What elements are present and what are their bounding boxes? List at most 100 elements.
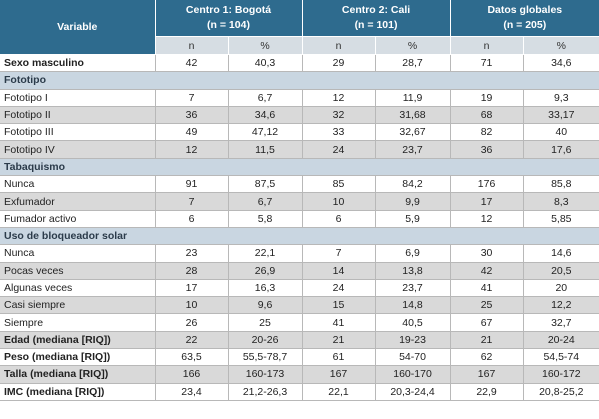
cell: 20 xyxy=(522,279,599,298)
cell: 85 xyxy=(301,175,376,194)
cell: 6 xyxy=(154,210,228,228)
section-row: Tabaquismo xyxy=(0,158,599,177)
cell: 6,7 xyxy=(227,89,303,107)
cell: 14 xyxy=(301,262,376,280)
group-title: Centro 1: Bogotá xyxy=(185,4,272,16)
table-row: Nunca 23 22,1 7 6,9 30 14,6 xyxy=(0,244,599,263)
row-label: Fototipo I xyxy=(0,89,155,107)
cell: 63,5 xyxy=(154,348,228,367)
cell: 42 xyxy=(449,262,524,280)
table-row: Pocas veces 28 26,9 14 13,8 42 20,5 xyxy=(0,262,599,280)
cell: 28,7 xyxy=(374,54,451,73)
cell: 28 xyxy=(154,262,228,280)
cell: 36 xyxy=(449,140,524,159)
cell: 32,7 xyxy=(522,313,599,332)
cell: 33,17 xyxy=(522,106,599,125)
cell: 13,8 xyxy=(374,262,451,280)
column-header: % xyxy=(227,36,303,55)
cell: 9,9 xyxy=(374,192,451,211)
cell: 24 xyxy=(301,140,376,159)
cell: 67 xyxy=(449,313,524,332)
cell: 23 xyxy=(154,244,228,263)
section-label: Tabaquismo xyxy=(0,158,599,177)
column-header: % xyxy=(522,36,599,55)
cell: 6 xyxy=(301,210,376,228)
group-header: Datos globales (n = 205) xyxy=(449,0,599,37)
cell: 20,3-24,4 xyxy=(374,383,451,401)
cell: 62 xyxy=(449,348,524,367)
cell: 91 xyxy=(154,175,228,194)
row-label: Siempre xyxy=(0,313,155,332)
cell: 7 xyxy=(154,192,228,211)
cell: 20,8-25,2 xyxy=(522,383,599,401)
group-title: Centro 2: Cali xyxy=(341,4,411,16)
cell: 29 xyxy=(301,54,376,73)
row-label: Nunca xyxy=(0,244,155,263)
cell: 167 xyxy=(301,365,376,384)
section-label: Fototipo xyxy=(0,71,599,90)
cell: 41 xyxy=(449,279,524,298)
cell: 5,9 xyxy=(374,210,451,228)
cell: 23,7 xyxy=(374,140,451,159)
cell: 40 xyxy=(522,123,599,142)
table-row: IMC (mediana [RIQ]) 23,4 21,2-26,3 22,1 20,3… xyxy=(0,383,599,401)
cell: 7 xyxy=(154,89,228,107)
cell: 54-70 xyxy=(374,348,451,367)
variable-header: Variable xyxy=(0,0,155,55)
cell: 20,5 xyxy=(522,262,599,280)
column-header: % xyxy=(374,36,451,55)
group-header: Centro 1: Bogotá (n = 104) xyxy=(154,0,303,37)
row-label: Fumador activo xyxy=(0,210,155,228)
cell: 176 xyxy=(449,175,524,194)
cell: 23,7 xyxy=(374,279,451,298)
cell: 7 xyxy=(301,244,376,263)
cell: 5,85 xyxy=(522,210,599,228)
cell: 31,68 xyxy=(374,106,451,125)
cell: 15 xyxy=(301,296,376,315)
row-label: Edad (mediana [RIQ]) xyxy=(0,331,155,350)
row-label: Pocas veces xyxy=(0,262,155,280)
table-row: Edad (mediana [RIQ]) 22 20-26 21 19-23 21 20-2… xyxy=(0,331,599,350)
row-label: Talla (mediana [RIQ]) xyxy=(0,365,155,384)
table-row: Fumador activo 6 5,8 6 5,9 12 5,85 xyxy=(0,210,599,228)
header-row: Variable Centro 1: Bogotá (n = 104) Centro… xyxy=(0,0,599,55)
section-label: Uso de bloqueador solar xyxy=(0,227,599,246)
column-header: n xyxy=(449,36,524,55)
table-row: Peso (mediana [RIQ]) 63,5 55,5-78,7 61 54-70… xyxy=(0,348,599,367)
cell: 9,6 xyxy=(227,296,303,315)
cell: 160-172 xyxy=(522,365,599,384)
cell: 24 xyxy=(301,279,376,298)
cell: 36 xyxy=(154,106,228,125)
section-row: Fototipo xyxy=(0,71,599,90)
cell: 40,3 xyxy=(227,54,303,73)
cell: 85,8 xyxy=(522,175,599,194)
cell: 22 xyxy=(154,331,228,350)
table-row: Algunas veces 17 16,3 24 23,7 41 20 xyxy=(0,279,599,298)
row-label: Nunca xyxy=(0,175,155,194)
cell: 14,6 xyxy=(522,244,599,263)
table-row: Sexo masculino 42 40,3 29 28,7 71 34,6 xyxy=(0,54,599,73)
cell: 25 xyxy=(227,313,303,332)
cell: 19-23 xyxy=(374,331,451,350)
cell: 87,5 xyxy=(227,175,303,194)
cell: 11,5 xyxy=(227,140,303,159)
cell: 49 xyxy=(154,123,228,142)
cell: 68 xyxy=(449,106,524,125)
cell: 26,9 xyxy=(227,262,303,280)
cell: 12,2 xyxy=(522,296,599,315)
cell: 10 xyxy=(301,192,376,211)
cell: 30 xyxy=(449,244,524,263)
cell: 19 xyxy=(449,89,524,107)
cell: 71 xyxy=(449,54,524,73)
cell: 34,6 xyxy=(522,54,599,73)
row-label: Casi siempre xyxy=(0,296,155,315)
cell: 8,3 xyxy=(522,192,599,211)
cell: 25 xyxy=(449,296,524,315)
cell: 167 xyxy=(449,365,524,384)
cell: 166 xyxy=(154,365,228,384)
cell: 32,67 xyxy=(374,123,451,142)
table-row: Fototipo I 7 6,7 12 11,9 19 9,3 xyxy=(0,89,599,107)
group-header: Centro 2: Cali (n = 101) xyxy=(301,0,451,37)
group-title: Datos globales xyxy=(487,4,563,16)
